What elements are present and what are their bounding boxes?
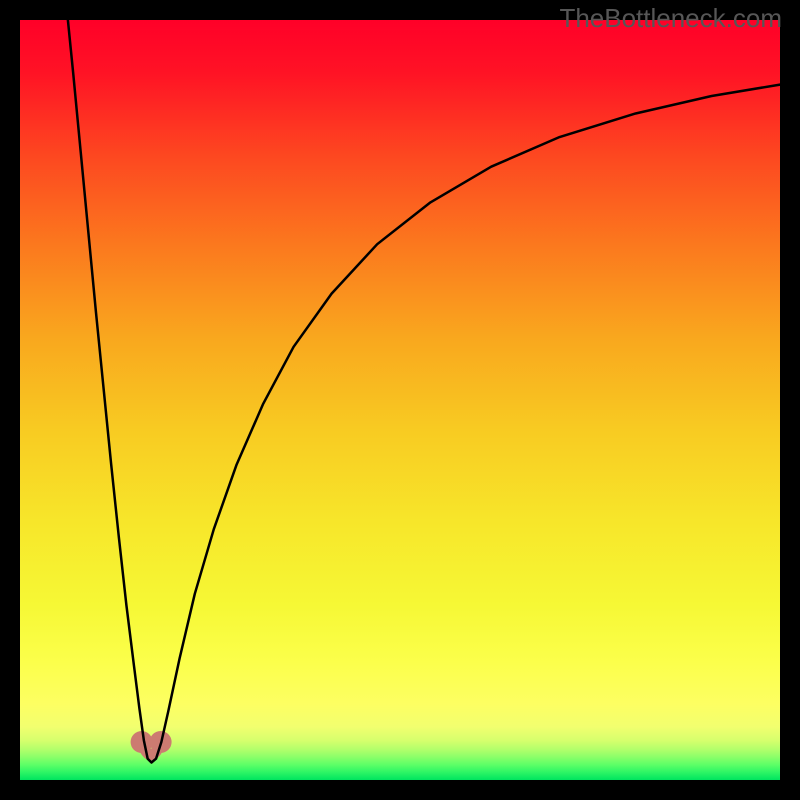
- valley-markers: [131, 731, 172, 755]
- valley-marker-lobe-0: [131, 731, 153, 753]
- watermark-text: TheBottleneck.com: [559, 3, 782, 34]
- plot-area: [20, 20, 780, 780]
- curve-layer: [20, 20, 780, 780]
- bottleneck-curve: [68, 20, 780, 763]
- chart-frame: TheBottleneck.com: [0, 0, 800, 800]
